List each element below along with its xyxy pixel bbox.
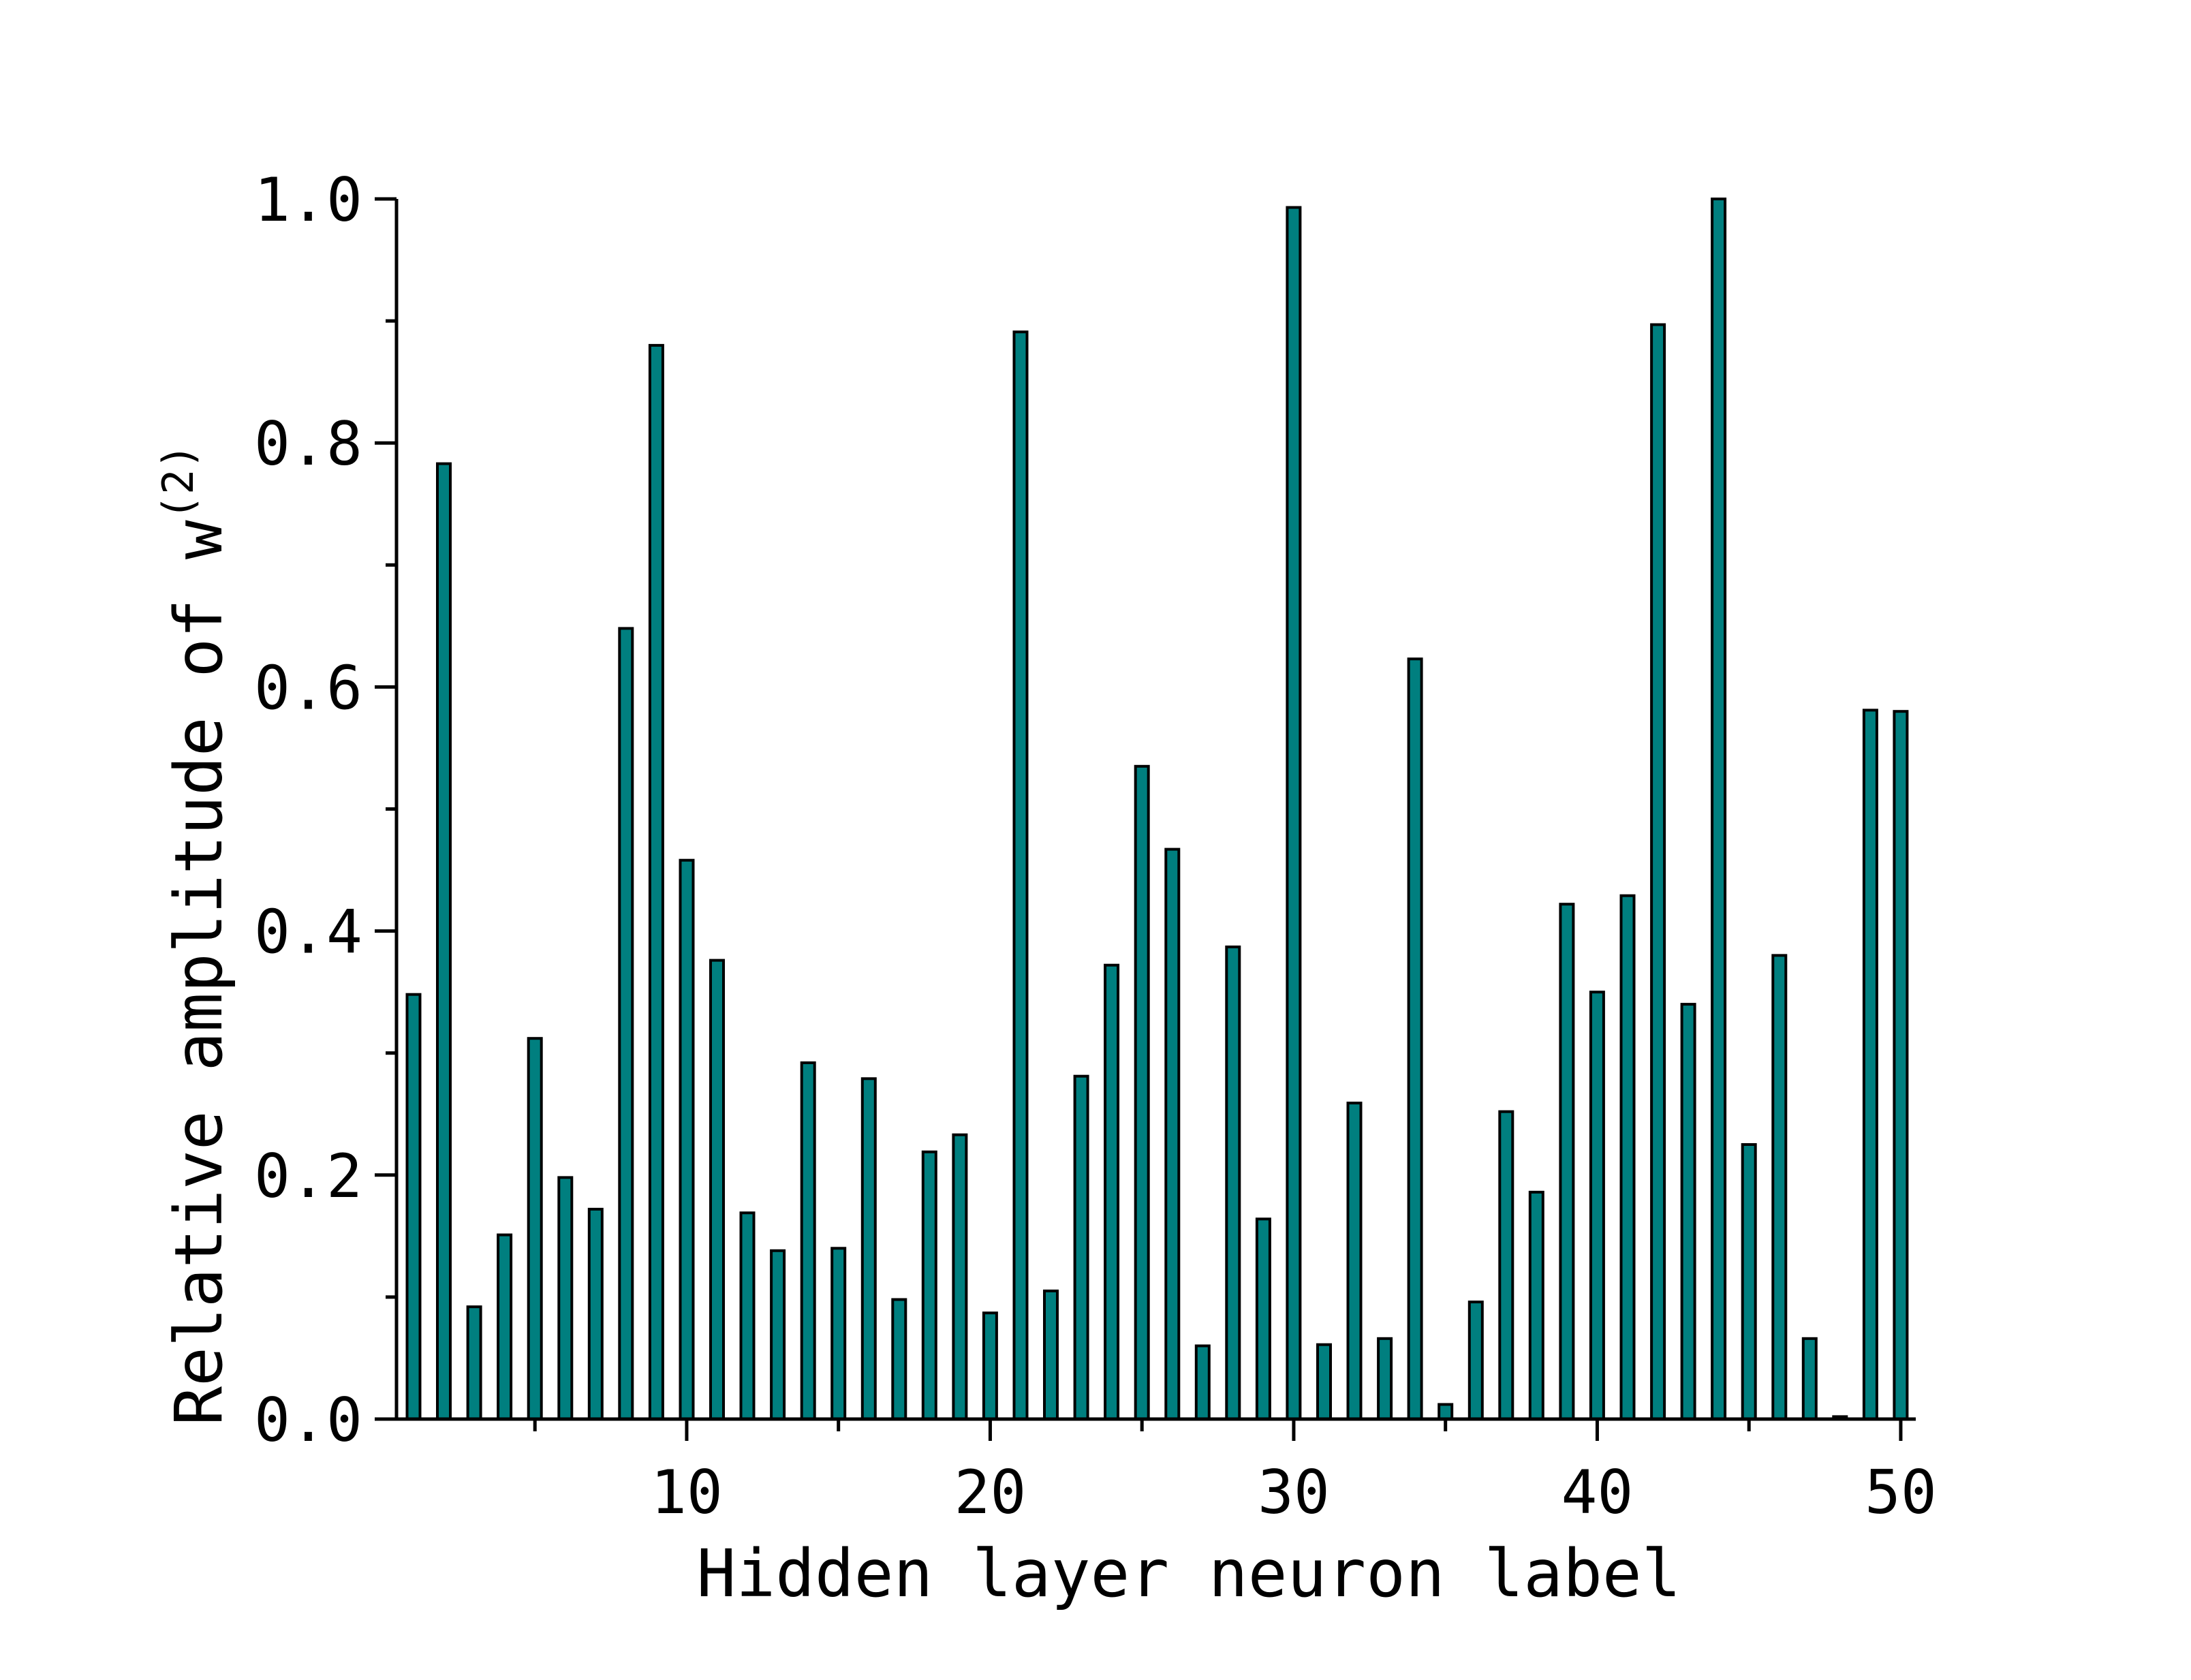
bar-33 xyxy=(1377,1337,1393,1421)
bar-30 xyxy=(1286,206,1302,1420)
bar-31 xyxy=(1316,1343,1332,1420)
bar-19 xyxy=(952,1133,968,1420)
bar-36 xyxy=(1467,1301,1484,1420)
bar-1 xyxy=(405,993,422,1420)
bar-17 xyxy=(891,1298,907,1420)
bar-28 xyxy=(1225,945,1241,1420)
bar-42 xyxy=(1650,323,1666,1420)
x-tick-label: 30 xyxy=(1258,1457,1330,1527)
y-tick-label: 1.0 xyxy=(254,165,362,235)
bar-12 xyxy=(739,1211,756,1421)
bar-47 xyxy=(1801,1337,1818,1421)
bar-46 xyxy=(1771,954,1788,1420)
bar-14 xyxy=(800,1061,816,1420)
bar-40 xyxy=(1589,991,1605,1420)
labels-group: Hidden layer neuron label Relative ampli… xyxy=(153,444,1681,1612)
bar-50 xyxy=(1893,710,1909,1420)
bar-43 xyxy=(1680,1003,1696,1420)
bar-4 xyxy=(497,1233,513,1420)
y-axis-label: Relative amplitude of w(2) xyxy=(153,444,237,1425)
y-axis-label-main: Relative amplitude of w xyxy=(161,520,237,1426)
bar-9 xyxy=(648,343,664,1420)
bar-44 xyxy=(1711,198,1727,1420)
bar-26 xyxy=(1164,847,1181,1420)
y-tick-label: 0.2 xyxy=(254,1141,362,1211)
bar-39 xyxy=(1559,903,1575,1420)
bar-32 xyxy=(1346,1102,1363,1420)
bar-24 xyxy=(1104,963,1120,1420)
x-tick-label: 20 xyxy=(954,1457,1026,1527)
bar-35 xyxy=(1438,1403,1454,1420)
bar-27 xyxy=(1194,1344,1211,1420)
bar-45 xyxy=(1741,1143,1757,1420)
bar-6 xyxy=(557,1176,574,1421)
x-tick-label: 10 xyxy=(651,1457,723,1527)
bar-7 xyxy=(587,1207,604,1421)
bar-23 xyxy=(1073,1074,1089,1420)
bar-38 xyxy=(1528,1190,1544,1421)
bar-37 xyxy=(1498,1110,1514,1420)
bar-2 xyxy=(436,462,452,1420)
x-axis-label: Hidden layer neuron label xyxy=(697,1536,1681,1612)
bar-49 xyxy=(1862,709,1878,1420)
bar-10 xyxy=(679,858,695,1420)
bar-11 xyxy=(709,959,725,1420)
bar-8 xyxy=(618,627,634,1420)
bar-15 xyxy=(830,1247,847,1421)
x-tick-label: 50 xyxy=(1865,1457,1937,1527)
y-tick-label: 0.4 xyxy=(254,897,362,967)
axes-group: 0.0 0.2 0.4 0.6 0.8 1.0 10 20 30 40 50 xyxy=(254,165,1937,1527)
x-tick-label: 40 xyxy=(1561,1457,1633,1527)
y-tick-label: 0.8 xyxy=(254,409,362,479)
bar-21 xyxy=(1012,330,1029,1421)
bar-34 xyxy=(1407,657,1423,1421)
bar-25 xyxy=(1134,764,1150,1421)
bar-18 xyxy=(921,1150,937,1421)
y-tick-label: 0.6 xyxy=(254,653,362,723)
bar-20 xyxy=(982,1311,998,1420)
bar-41 xyxy=(1619,894,1636,1420)
y-tick-label: 0.0 xyxy=(254,1385,362,1455)
bars-group xyxy=(405,198,1909,1421)
bar-16 xyxy=(860,1077,877,1421)
y-axis-label-superscript: (2) xyxy=(153,444,203,520)
bar-13 xyxy=(770,1249,786,1421)
bar-29 xyxy=(1255,1217,1271,1421)
bar-5 xyxy=(527,1037,543,1420)
bar-22 xyxy=(1043,1289,1059,1421)
bar-3 xyxy=(466,1305,482,1420)
